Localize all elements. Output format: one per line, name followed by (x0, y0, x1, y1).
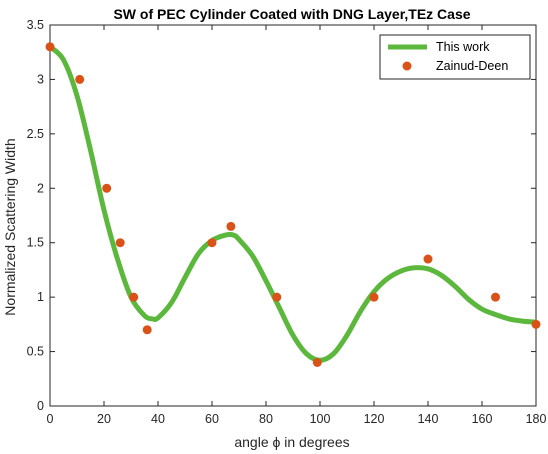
x-tick-label: 140 (418, 412, 439, 426)
y-tick-label: 3.5 (27, 18, 44, 32)
y-tick-label: 1.5 (27, 236, 44, 250)
data-point-zainud-deen (312, 357, 322, 367)
data-point-zainud-deen (531, 319, 541, 329)
y-tick-label: 1 (37, 290, 44, 304)
y-tick-label: 0 (37, 399, 44, 413)
x-tick-label: 120 (364, 412, 385, 426)
x-tick-label: 80 (259, 412, 273, 426)
chart-title: SW of PEC Cylinder Coated with DNG Layer… (113, 6, 470, 22)
data-point-zainud-deen (142, 325, 152, 335)
plot-area: 0 20 40 60 80 100 120 140 160 180 0 0.5 1 1.5 2 2.5 3 3.5… (27, 18, 547, 426)
data-point-zainud-deen (207, 238, 217, 248)
x-tick-label: 180 (526, 412, 547, 426)
data-point-zainud-deen (272, 292, 282, 302)
y-tick-label: 3 (37, 72, 44, 86)
series-line-this-work (47, 44, 539, 363)
data-point-zainud-deen (226, 221, 236, 231)
y-axis-label: Normalized Scattering Width (2, 138, 18, 315)
x-tick-label: 60 (205, 412, 219, 426)
y-tick-label: 2 (37, 181, 44, 195)
x-tick-label: 40 (151, 412, 165, 426)
data-point-zainud-deen (75, 74, 85, 84)
y-tick-label: 0.5 (27, 345, 44, 359)
x-tick-label: 20 (97, 412, 111, 426)
x-tick-label: 0 (47, 412, 54, 426)
data-point-zainud-deen (115, 238, 125, 248)
legend-box (379, 34, 531, 80)
data-point-zainud-deen (423, 254, 433, 264)
legend-label-zainud-deen: Zainud-Deen (436, 59, 508, 73)
legend-marker-swatch (402, 61, 412, 71)
data-point-zainud-deen (129, 292, 139, 302)
y-tick-label: 2.5 (27, 127, 44, 141)
data-point-zainud-deen (102, 183, 112, 193)
plot-frame (49, 24, 537, 407)
x-axis-label: angle ϕ in degrees (234, 434, 349, 450)
x-tick-label: 100 (310, 412, 331, 426)
legend-label-this-work: This work (436, 40, 490, 54)
data-point-zainud-deen (45, 42, 55, 52)
data-point-zainud-deen (369, 292, 379, 302)
data-point-zainud-deen (491, 292, 500, 302)
x-tick-label: 160 (472, 412, 493, 426)
